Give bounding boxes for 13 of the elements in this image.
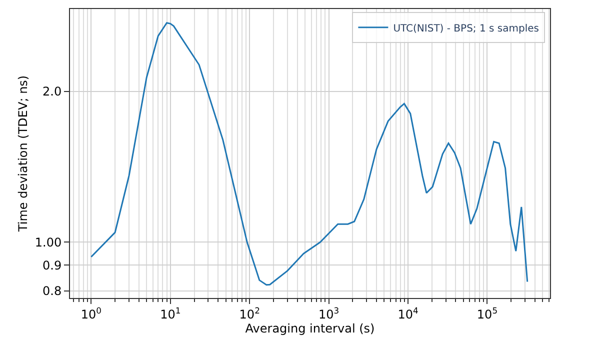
y-axis-title: Time deviation (TDEV; ns) (16, 75, 30, 233)
x-tick-label: 10$^{3}$ (318, 305, 340, 322)
y-tick-label: 1.00 (34, 235, 62, 250)
x-axis-title: Averaging interval (s) (245, 321, 375, 336)
x-tick-label: 10$^{0}$ (80, 305, 102, 322)
y-tick-label: 0.9 (42, 258, 62, 272)
x-tick-label: 10$^{1}$ (160, 305, 181, 322)
y-tick-label: 0.8 (42, 284, 62, 298)
x-tick-label: 10$^{4}$ (398, 305, 418, 322)
y-tick-label: 2.0 (42, 84, 62, 99)
legend-label: UTC(NIST) - BPS; 1 s samples (393, 23, 539, 34)
x-tick-label: 10$^{2}$ (239, 305, 260, 322)
x-tick-label: 10$^{5}$ (476, 305, 498, 322)
